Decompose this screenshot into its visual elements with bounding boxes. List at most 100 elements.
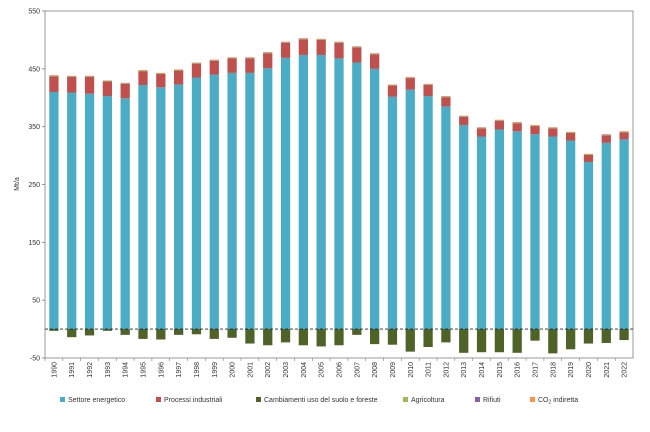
bar-segment-1-2003 (281, 43, 290, 58)
x-tick-label: 2012 (443, 362, 450, 378)
bar-segment-1-2007 (352, 47, 361, 62)
bar-segment-2-1992 (85, 329, 94, 335)
x-tick-label: 2006 (337, 362, 344, 378)
bar-segment-3-2006 (334, 42, 343, 43)
bar-segment-0-2018 (548, 136, 557, 329)
bar-segment-0-2020 (584, 162, 593, 329)
bar-segment-2-2018 (548, 329, 557, 353)
bar-segment-3-1996 (156, 73, 165, 74)
x-tick-label: 2014 (479, 362, 486, 378)
bar-segment-2-2021 (602, 329, 611, 343)
x-tick-label: 2017 (533, 362, 540, 378)
bar-segment-0-2002 (263, 68, 272, 329)
bar-segment-1-2009 (388, 86, 397, 97)
legend-label: Processi industriali (164, 397, 223, 404)
bar-segment-3-1990 (49, 76, 58, 77)
y-tick-label: 450 (28, 66, 40, 73)
bar-segment-1-1998 (192, 64, 201, 78)
bar-segment-1-1995 (138, 71, 147, 85)
bar-segment-2-2017 (530, 329, 539, 341)
bar-segment-2-2012 (441, 329, 450, 342)
bar-segment-0-1990 (49, 92, 58, 329)
x-tick-label: 1995 (141, 362, 148, 378)
x-tick-label: 2018 (550, 362, 557, 378)
bar-segment-3-1992 (85, 76, 94, 77)
x-tick-label: 2019 (568, 362, 575, 378)
bar-segment-3-1991 (67, 76, 76, 77)
bar-segment-2-2007 (352, 329, 361, 335)
bar-segment-2-2015 (495, 329, 504, 352)
bar-segment-2-2000 (227, 329, 236, 338)
bar-segment-0-2016 (513, 131, 522, 329)
y-tick-label: 150 (28, 240, 40, 247)
bar-segment-0-1994 (121, 98, 130, 329)
bar-segment-1-1993 (103, 82, 112, 96)
bar-segment-1-2017 (530, 126, 539, 134)
bar-segment-2-1994 (121, 329, 130, 335)
x-tick-label: 2011 (426, 362, 433, 377)
bar-segment-0-2022 (619, 139, 628, 329)
bar-segment-1-2005 (317, 40, 326, 55)
bar-segment-3-2015 (495, 120, 504, 121)
x-tick-label: 2010 (408, 362, 415, 378)
bar-segment-2-1996 (156, 329, 165, 339)
bar-segment-3-1994 (121, 83, 130, 84)
y-axis-label: Mt/a (14, 177, 21, 191)
bar-segment-0-2008 (370, 69, 379, 329)
bar-segment-3-2021 (602, 135, 611, 136)
bar-segment-0-2000 (227, 73, 236, 329)
bar-segment-1-2018 (548, 128, 557, 136)
x-tick-label: 2016 (515, 362, 522, 378)
bar-segment-1-2011 (423, 85, 432, 96)
bar-segment-3-2020 (584, 154, 593, 155)
x-tick-label: 2015 (497, 362, 504, 378)
x-tick-label: 1991 (69, 362, 76, 378)
bar-segment-3-1997 (174, 70, 183, 71)
x-tick-label: 2003 (283, 362, 290, 378)
y-tick-label: 250 (28, 182, 40, 189)
bar-segment-2-2009 (388, 329, 397, 345)
bar-segment-0-2014 (477, 136, 486, 329)
x-tick-label: 2021 (604, 362, 611, 378)
legend-label: CO2 indiretta (538, 397, 578, 406)
bar-segment-3-2007 (352, 47, 361, 48)
bar-segment-1-1992 (85, 77, 94, 94)
x-tick-label: 2020 (586, 362, 593, 378)
x-tick-label: 1993 (105, 362, 112, 378)
bar-segment-1-2013 (459, 117, 468, 125)
bar-segment-1-1991 (67, 77, 76, 93)
bar-segment-3-1999 (210, 60, 219, 61)
bar-segment-0-1991 (67, 93, 76, 330)
legend-label: Cambiamenti uso del suolo e foreste (264, 397, 378, 404)
bar-segment-3-2002 (263, 53, 272, 54)
bar-segment-3-2018 (548, 128, 557, 129)
bar-segment-0-2005 (317, 55, 326, 329)
bar-segment-0-2015 (495, 130, 504, 330)
legend-swatch (475, 397, 480, 402)
legend-swatch (530, 397, 535, 402)
legend-swatch (256, 397, 261, 402)
bar-segment-3-1995 (138, 71, 147, 72)
bar-segment-0-2003 (281, 58, 290, 329)
x-tick-label: 1998 (194, 362, 201, 378)
x-tick-label: 2002 (265, 362, 272, 378)
bar-segment-1-1994 (121, 84, 130, 98)
bar-segment-1-1996 (156, 74, 165, 87)
bar-segment-1-2019 (566, 133, 575, 141)
bar-segment-2-2006 (334, 329, 343, 345)
bar-segment-3-2013 (459, 116, 468, 117)
bar-segment-3-2008 (370, 54, 379, 55)
bar-segment-1-1999 (210, 61, 219, 75)
bar-segment-0-2012 (441, 106, 450, 329)
legend-label: Rifiuti (483, 397, 501, 404)
bar-segment-2-2019 (566, 329, 575, 349)
bar-segment-0-1996 (156, 87, 165, 329)
bar-segment-2-2013 (459, 329, 468, 353)
bar-segment-1-2008 (370, 54, 379, 68)
bar-segment-1-2002 (263, 53, 272, 68)
bar-segment-2-1997 (174, 329, 183, 335)
x-tick-label: 2013 (461, 362, 468, 378)
